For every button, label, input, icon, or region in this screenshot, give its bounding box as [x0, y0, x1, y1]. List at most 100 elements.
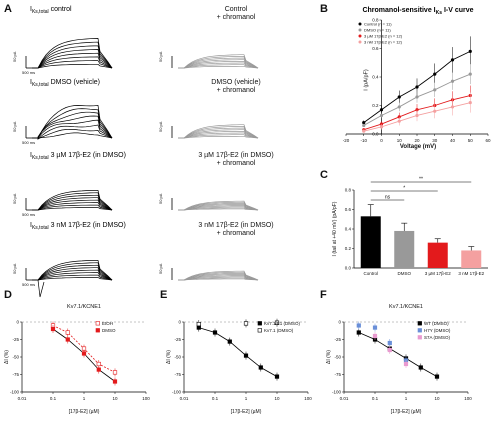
panelF-y-tick-label: -100 [332, 390, 342, 395]
current-trace [178, 130, 259, 139]
panelB-legend-marker [358, 22, 362, 26]
current-trace [178, 64, 259, 69]
panel-letter-C: C [320, 169, 328, 181]
trace-label-2: IKs,total DMSO (vehicle) [30, 79, 100, 88]
panelD-ylabel: ΔI (%) [4, 350, 10, 364]
panelE-point [243, 353, 249, 358]
panelF-legend-marker [417, 335, 422, 340]
panelB-legend-label: Control (n = 11) [364, 22, 392, 27]
current-trace [32, 38, 113, 69]
current-trace [178, 124, 259, 139]
panelF-point [418, 365, 423, 370]
panelC-category-label: Control [363, 271, 378, 276]
capacitive-transient [37, 279, 45, 298]
trace-label-1: Control [225, 6, 248, 13]
panel-letter-D: D [4, 289, 12, 301]
panelB-point [362, 121, 366, 125]
panelB-y-tick-label: 0.0 [372, 132, 379, 137]
panelB-point [450, 58, 455, 62]
current-trace [178, 205, 259, 211]
panelF-title: Kv7.1/KCNE1 [389, 304, 423, 310]
panelE-x-tick-label: 100 [304, 396, 312, 401]
current-trace [32, 197, 113, 211]
panelF-x-tick-label: 0.1 [372, 396, 379, 401]
current-trace [32, 199, 113, 211]
panelD-legend-marker [95, 328, 100, 333]
trace-label-line2-3: + chromanol [217, 87, 256, 94]
scale-label-current: 50 pA [158, 121, 163, 132]
current-trace [178, 60, 259, 69]
trace-family-left-1 [32, 105, 113, 140]
trace-label-3: DMSO (vehicle) [211, 79, 260, 86]
panelB-y-tick-label: 0.6 [372, 46, 379, 51]
panelB-title: Chromanol-sensitive IKs I-V curve [362, 7, 473, 16]
current-trace [178, 275, 259, 281]
panelB-y-tick-label: 0.8 [372, 18, 379, 23]
current-trace [178, 132, 259, 139]
current-trace [32, 41, 113, 69]
current-trace [178, 201, 259, 211]
current-trace [32, 207, 113, 211]
current-trace [32, 45, 113, 69]
panelF-point [387, 347, 392, 353]
panelD-y-tick-label: -100 [10, 390, 20, 395]
scale-label-current: 50 pA [12, 121, 17, 132]
panelF-point [372, 325, 378, 330]
scale-label-current: 50 pA [158, 193, 163, 204]
panelE-point [227, 339, 232, 344]
current-trace [32, 192, 113, 211]
current-trace [32, 204, 113, 211]
trace-label-line2-7: + chromanol [217, 230, 256, 237]
panelB-point [415, 113, 419, 118]
panelE-y-tick-label: -100 [172, 390, 182, 395]
panelB-x-tick-label: 40 [450, 138, 456, 143]
panelE-x-tick-label: 1 [245, 396, 248, 401]
trace-family-right-2 [178, 200, 259, 211]
trace-family-right-3 [178, 270, 259, 281]
panelD-point [112, 370, 118, 375]
trace-family-left-2 [32, 189, 113, 211]
panelF-x-tick-label: 10 [434, 396, 440, 401]
current-trace [32, 119, 113, 140]
panelD-x-tick-label: 1 [83, 396, 86, 401]
panelE-y-tick-label: -75 [174, 372, 181, 377]
panelF-legend-label: WT (DMSO) [424, 321, 449, 326]
panelB-point [415, 85, 419, 89]
current-trace [32, 264, 113, 281]
current-trace [32, 124, 113, 140]
panelC-bar-2 [427, 242, 448, 268]
panelB-legend-label: DMSO (n = 11) [364, 28, 391, 33]
panelB-point [468, 101, 472, 105]
current-trace [178, 129, 259, 139]
current-trace [32, 56, 113, 69]
panelD-point [65, 330, 70, 335]
panelD-x-tick-label: 0.1 [50, 396, 57, 401]
scale-label-time: 500 ms [22, 282, 35, 287]
panelF-legend-marker [417, 328, 422, 333]
panelE-legend-label: Kv7.1/E1 (DMSO) [264, 321, 301, 326]
panelD-point [50, 326, 56, 332]
panelD-point [81, 351, 87, 356]
panelE-legend-marker [257, 328, 262, 333]
trace-label-7: 3 nM 17β-E2 (in DMSO) [198, 222, 273, 229]
panelD-y-tick-label: -75 [12, 372, 19, 377]
trace-family-left-3 [32, 259, 113, 281]
current-trace [32, 272, 113, 281]
trace-family-right-0 [178, 54, 259, 69]
current-trace [178, 206, 259, 211]
panelF-y-tick-label: -75 [334, 372, 341, 377]
panelC-category-label: 3 nM 17β-E2 [458, 271, 484, 276]
current-trace [32, 262, 113, 281]
current-trace [32, 63, 113, 69]
current-trace [178, 270, 259, 281]
trace-label-line2-1: + chromanol [217, 14, 256, 21]
panelB-point [468, 72, 472, 76]
panelF-y-tick-label: 0 [338, 320, 341, 325]
panelF-x-tick-label: 100 [464, 396, 472, 401]
panelE-xlabel: [17β-E2] (µM) [231, 409, 262, 415]
panelB-point [397, 95, 401, 99]
panelE-fit-0 [198, 327, 278, 377]
panelB-x-tick-label: 60 [485, 138, 491, 143]
panel-letter-B: B [320, 3, 328, 15]
panelB-x-tick-label: -20 [343, 138, 350, 143]
